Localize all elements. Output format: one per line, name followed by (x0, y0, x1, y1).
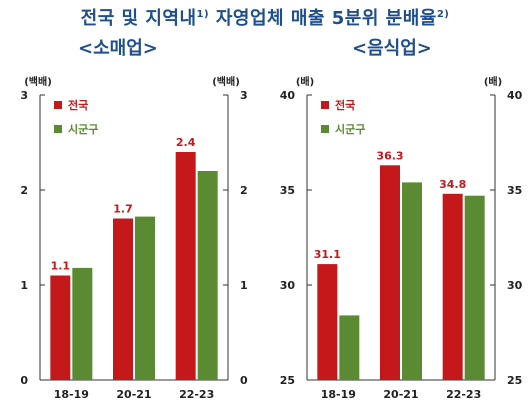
food-legend-label-nationwide: 전국 (335, 98, 355, 112)
figure-title-main: 전국 및 지역내 (80, 8, 197, 29)
food-tick-label-left: 35 (280, 184, 295, 197)
retail-tick-label-right: 0 (240, 374, 248, 387)
retail-tick-label-left: 3 (20, 89, 28, 102)
retail-bar-sigungu (197, 171, 218, 380)
food-legend-swatch-sigungu (321, 125, 329, 133)
food-unit-right: (배) (484, 75, 502, 88)
retail-bar-nationwide (113, 218, 133, 380)
retail-data-label: 1.7 (113, 203, 133, 216)
food-tick-label-right: 25 (507, 374, 522, 387)
figure-title-rest: 자영업체 매출 5분위 분배율 (209, 8, 437, 29)
retail-tick-label-left: 1 (20, 279, 28, 292)
food-tick-label-right: 30 (507, 279, 523, 292)
food-bar-sigungu (464, 195, 485, 380)
food-unit-left: (배) (296, 75, 314, 88)
retail-tick-label-left: 0 (20, 374, 28, 387)
retail-tick-label-right: 1 (240, 279, 248, 292)
retail-unit-right: (백배) (212, 75, 240, 88)
retail-tick-label-left: 2 (20, 184, 28, 197)
retail-category-label: 18-19 (54, 388, 89, 401)
retail-chart-panel: (백배) (백배) 0 0 1 1 2 2 3 3 1.1 18-19 1.7 20-21 2.4 22-23… (20, 75, 248, 401)
food-bar-sigungu (339, 315, 360, 380)
retail-bar-nationwide (50, 275, 71, 380)
food-category-label: 20-21 (383, 388, 418, 401)
retail-bar-nationwide (175, 152, 196, 380)
food-data-label: 36.3 (376, 149, 403, 162)
food-bar-nationwide (317, 264, 338, 380)
food-tick-label-left: 40 (280, 89, 296, 102)
food-panel-title: <음식업> (352, 38, 432, 59)
figure-title: 전국 및 지역내1) 자영업체 매출 5분위 분배율2) (0, 4, 530, 30)
food-legend-label-sigungu: 시군구 (335, 123, 365, 136)
retail-legend-label-nationwide: 전국 (68, 98, 88, 112)
food-tick-label-left: 30 (280, 279, 296, 292)
food-data-label: 34.8 (439, 178, 466, 191)
retail-category-label: 22-23 (179, 388, 214, 401)
food-chart-panel: (배) (배) 25 25 30 30 35 35 40 40 31.1 18-19 36.3 20-21… (280, 75, 523, 401)
retail-tick-label-right: 2 (240, 184, 248, 197)
food-legend-swatch-nationwide (321, 101, 329, 109)
retail-bar-sigungu (135, 216, 155, 380)
food-tick-label-left: 25 (280, 374, 295, 387)
retail-data-label: 1.1 (51, 260, 71, 273)
retail-legend-swatch-nationwide (54, 101, 62, 109)
retail-category-label: 20-21 (116, 388, 151, 401)
food-tick-label-right: 40 (507, 89, 523, 102)
retail-tick-label-right: 3 (240, 89, 248, 102)
food-tick-label-right: 35 (507, 184, 522, 197)
footnote-marker-1: 1) (196, 9, 210, 20)
retail-bar-sigungu (72, 267, 93, 380)
food-bar-nationwide (442, 193, 463, 380)
food-bar-nationwide (380, 165, 400, 380)
retail-legend-label-sigungu: 시군구 (68, 123, 98, 136)
retail-legend-swatch-sigungu (54, 125, 62, 133)
food-category-label: 22-23 (446, 388, 481, 401)
food-bar-sigungu (402, 182, 422, 380)
food-category-label: 18-19 (321, 388, 356, 401)
food-data-label: 31.1 (314, 248, 341, 261)
footnote-marker-2: 2) (436, 9, 450, 20)
retail-unit-left: (백배) (24, 75, 52, 88)
retail-data-label: 2.4 (176, 136, 196, 149)
retail-panel-title: <소매업> (78, 38, 158, 59)
